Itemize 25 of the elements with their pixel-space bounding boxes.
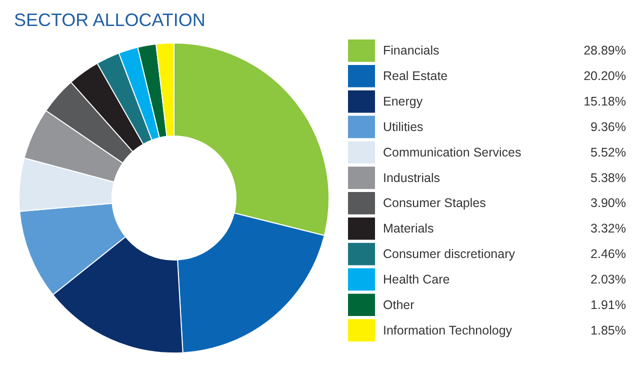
legend-label: Consumer Staples (383, 196, 486, 210)
legend-label: Energy (383, 94, 424, 109)
legend-label: Real Estate (383, 69, 448, 84)
legend-label: Consumer discretionary (383, 247, 516, 262)
data-label: 15.18% (584, 94, 626, 109)
legend-label: Industrials (383, 170, 440, 185)
legend-label: Information Technology (383, 323, 513, 338)
data-label: 5.52% (590, 145, 626, 160)
legend-label: Materials (383, 222, 434, 236)
legend-label: Financials (383, 44, 440, 58)
data-label: 1.85% (590, 323, 626, 338)
legend-label: Communication Services (383, 145, 522, 160)
data-label: 1.91% (590, 298, 626, 312)
data-label: 5.38% (590, 170, 626, 185)
data-label: 2.46% (590, 247, 626, 262)
data-label: 20.20% (584, 69, 626, 84)
legend-label: Other (383, 298, 414, 312)
data-label: 3.90% (590, 196, 626, 210)
data-label: 28.89% (584, 44, 626, 58)
chart-title: SECTOR ALLOCATION (14, 10, 206, 30)
legend-label: Health Care (383, 272, 450, 286)
data-label: 9.36% (590, 120, 626, 134)
data-label: 3.32% (590, 222, 626, 236)
data-label: 2.03% (590, 272, 626, 286)
legend-label: Utilities (383, 120, 424, 134)
